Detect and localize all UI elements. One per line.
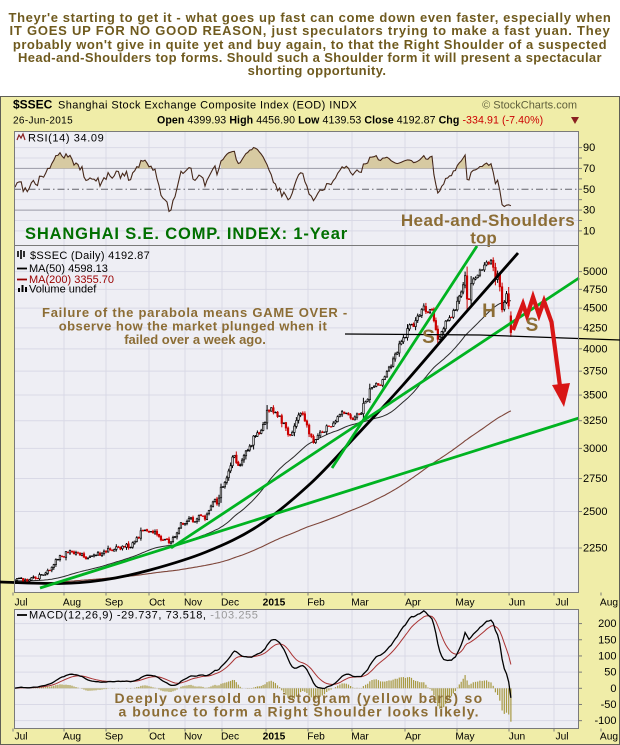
svg-text:Jul: Jul [14, 732, 27, 743]
svg-text:S: S [526, 315, 539, 336]
svg-text:3000: 3000 [583, 443, 607, 455]
svg-text:Nov: Nov [184, 732, 203, 743]
svg-text:Jul: Jul [555, 732, 568, 743]
svg-text:Jun: Jun [509, 598, 525, 609]
svg-text:4250: 4250 [583, 322, 607, 334]
svg-text:top: top [470, 229, 496, 248]
svg-text:2500: 2500 [583, 506, 607, 518]
svg-text:0: 0 [610, 683, 616, 695]
svg-text:H: H [482, 301, 496, 322]
svg-text:Deeply oversold on histogram (: Deeply oversold on histogram (yellow bar… [115, 690, 484, 706]
svg-text:3250: 3250 [583, 415, 607, 427]
svg-text:$SSEC (Daily) 4192.87: $SSEC (Daily) 4192.87 [30, 250, 150, 262]
svg-text:Sep: Sep [105, 732, 123, 743]
svg-text:4500: 4500 [583, 303, 607, 315]
svg-text:SHANGHAI S.E. COMP. INDEX: 1-Y: SHANGHAI S.E. COMP. INDEX: 1-Year [25, 225, 348, 243]
svg-text:70: 70 [583, 163, 595, 175]
svg-text:Mar: Mar [351, 598, 369, 609]
svg-text:30: 30 [583, 205, 595, 217]
svg-text:Jul: Jul [14, 598, 27, 609]
svg-text:3500: 3500 [583, 390, 607, 402]
svg-text:5000: 5000 [583, 266, 607, 278]
svg-text:MACD(12,26,9) -29.737, 73.518,: MACD(12,26,9) -29.737, 73.518, -103.255 [29, 610, 258, 622]
svg-text:Mar: Mar [351, 732, 369, 743]
svg-text:Nov: Nov [184, 598, 203, 609]
svg-text:Feb: Feb [307, 732, 325, 743]
svg-text:Shanghai Stock Exchange Compos: Shanghai Stock Exchange Composite Index … [58, 100, 357, 112]
svg-text:$SSEC: $SSEC [13, 98, 53, 112]
svg-text:2015: 2015 [263, 598, 286, 609]
svg-text:2250: 2250 [583, 542, 607, 554]
svg-text:a bounce to form a Right Shoul: a bounce to form a Right Shoulder looks … [118, 704, 479, 720]
svg-text:Jul: Jul [555, 598, 568, 609]
svg-text:Volume undef: Volume undef [29, 284, 97, 296]
svg-text:2015: 2015 [263, 732, 286, 743]
svg-text:100: 100 [598, 650, 616, 662]
svg-text:Aug: Aug [63, 598, 81, 609]
svg-text:Apr: Apr [405, 598, 421, 609]
svg-text:Sep: Sep [105, 598, 123, 609]
svg-text:May: May [455, 598, 475, 609]
svg-text:Open 4399.93 High 4456.90 Low: Open 4399.93 High 4456.90 Low 4139.53 Cl… [157, 115, 543, 127]
svg-text:4750: 4750 [583, 284, 607, 296]
svg-text:failed over a week ago.: failed over a week ago. [124, 332, 266, 347]
svg-text:4000: 4000 [583, 343, 607, 355]
svg-text:MA(200) 3355.70: MA(200) 3355.70 [29, 274, 114, 286]
svg-text:May: May [455, 732, 475, 743]
svg-text:50: 50 [583, 184, 595, 196]
svg-text:Dec: Dec [221, 732, 239, 743]
svg-text:Jun: Jun [509, 732, 525, 743]
svg-text:Aug: Aug [600, 732, 618, 743]
svg-text:Head-and-Shoulders: Head-and-Shoulders [401, 211, 575, 230]
svg-text:Failure of the parabola means: Failure of the parabola means GAME OVER … [42, 305, 348, 320]
svg-text:2750: 2750 [583, 473, 607, 485]
svg-text:observe how the market plunged: observe how the market plunged when it [59, 319, 328, 334]
svg-text:S: S [422, 327, 435, 348]
svg-text:26-Jun-2015: 26-Jun-2015 [13, 116, 73, 127]
svg-text:Oct: Oct [149, 598, 165, 609]
svg-text:200: 200 [598, 618, 616, 630]
svg-text:MA(50) 4598.13: MA(50) 4598.13 [29, 263, 108, 275]
svg-text:RSI(14) 34.09: RSI(14) 34.09 [28, 133, 104, 145]
svg-text:50: 50 [604, 667, 616, 679]
svg-text:Aug: Aug [600, 598, 618, 609]
svg-text:Dec: Dec [221, 598, 239, 609]
svg-text:Apr: Apr [405, 732, 421, 743]
svg-text:Aug: Aug [63, 732, 81, 743]
svg-text:Feb: Feb [307, 598, 325, 609]
svg-text:-50: -50 [601, 699, 617, 711]
svg-text:90: 90 [583, 142, 595, 154]
svg-text:3750: 3750 [583, 366, 607, 378]
svg-text:150: 150 [598, 634, 616, 646]
svg-text:-100: -100 [594, 715, 616, 727]
svg-text:10: 10 [583, 225, 595, 237]
svg-text:© StockCharts.com: © StockCharts.com [482, 100, 577, 112]
svg-text:Oct: Oct [149, 732, 165, 743]
